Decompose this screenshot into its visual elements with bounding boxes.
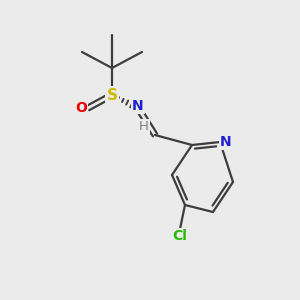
Text: N: N (220, 135, 232, 149)
Text: O: O (75, 101, 87, 115)
Text: H: H (139, 121, 149, 134)
Text: S: S (106, 88, 118, 103)
Text: Cl: Cl (172, 229, 188, 243)
Text: N: N (132, 99, 144, 113)
